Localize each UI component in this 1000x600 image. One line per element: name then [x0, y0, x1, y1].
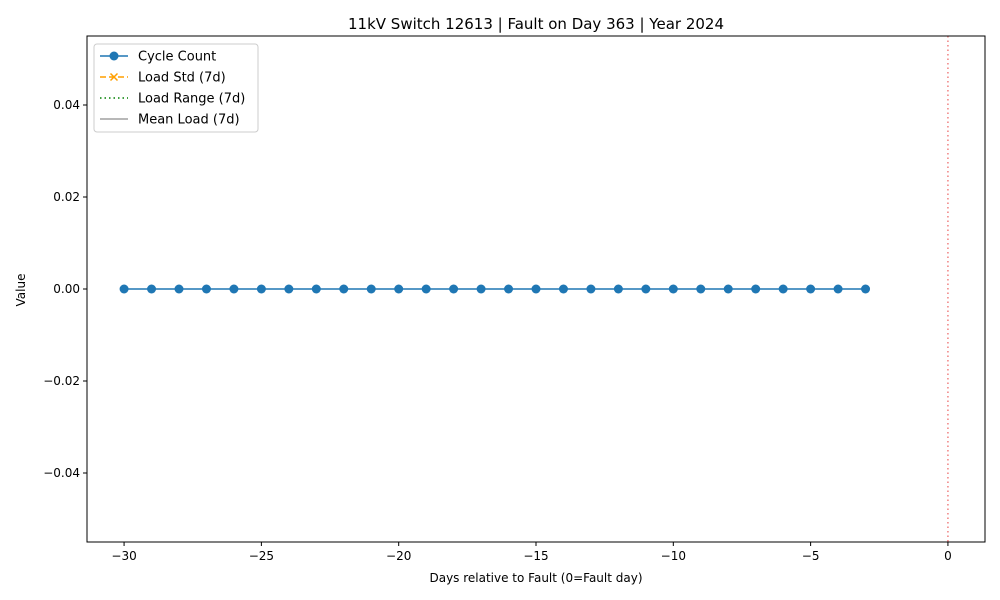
legend-label: Load Range (7d): [138, 92, 245, 107]
y-tick-label: 0.04: [53, 98, 80, 112]
data-point: [311, 284, 321, 294]
legend-label: Cycle Count: [138, 50, 216, 65]
data-point: [229, 284, 239, 294]
data-point: [613, 284, 623, 294]
x-axis-label: Days relative to Fault (0=Fault day): [429, 571, 642, 585]
data-point: [586, 284, 596, 294]
data-point: [284, 284, 294, 294]
x-tick-label: −5: [802, 549, 820, 563]
legend-marker: [109, 72, 119, 82]
data-point: [696, 284, 706, 294]
y-tick-label: −0.02: [43, 374, 80, 388]
x-tick-label: 0: [944, 549, 952, 563]
legend-box: [93, 43, 259, 133]
data-point: [201, 284, 211, 294]
data-point: [147, 284, 157, 294]
data-point: [641, 284, 651, 294]
legend-label: Mean Load (7d): [138, 113, 240, 128]
data-point: [256, 284, 266, 294]
data-point: [394, 284, 404, 294]
y-axis-label: Value: [14, 274, 28, 307]
data-point: [366, 284, 376, 294]
data-point: [806, 284, 816, 294]
x-tick-label: −15: [523, 549, 548, 563]
data-point: [339, 284, 349, 294]
data-point: [531, 284, 541, 294]
x-tick-label: −30: [111, 549, 136, 563]
x-tick-label: −25: [249, 549, 274, 563]
y-tick-label: 0.00: [53, 282, 80, 296]
data-point: [476, 284, 486, 294]
y-tick-label: −0.04: [43, 466, 80, 480]
data-point: [751, 284, 761, 294]
legend: Cycle Count Load Std (7d) Load Range (7d) M…: [93, 43, 259, 133]
legend-marker: [109, 51, 119, 61]
data-point: [668, 284, 678, 294]
data-point: [778, 284, 788, 294]
data-point: [723, 284, 733, 294]
x-tick-label: −10: [661, 549, 686, 563]
x-axis-ticks: −30 −25 −20 −15 −10 −5 0: [111, 542, 952, 563]
data-point: [421, 284, 431, 294]
y-tick-label: 0.02: [53, 190, 80, 204]
legend-label: Load Std (7d): [138, 71, 226, 86]
x-tick-label: −20: [386, 549, 411, 563]
data-point: [449, 284, 459, 294]
data-point: [119, 284, 129, 294]
data-point: [558, 284, 568, 294]
y-axis-ticks: 0.04 0.02 0.00 −0.02 −0.04: [43, 98, 87, 480]
chart-title: 11kV Switch 12613 | Fault on Day 363 | Y…: [348, 15, 724, 33]
data-point: [861, 284, 871, 294]
data-point: [174, 284, 184, 294]
data-point: [833, 284, 843, 294]
data-point: [504, 284, 514, 294]
